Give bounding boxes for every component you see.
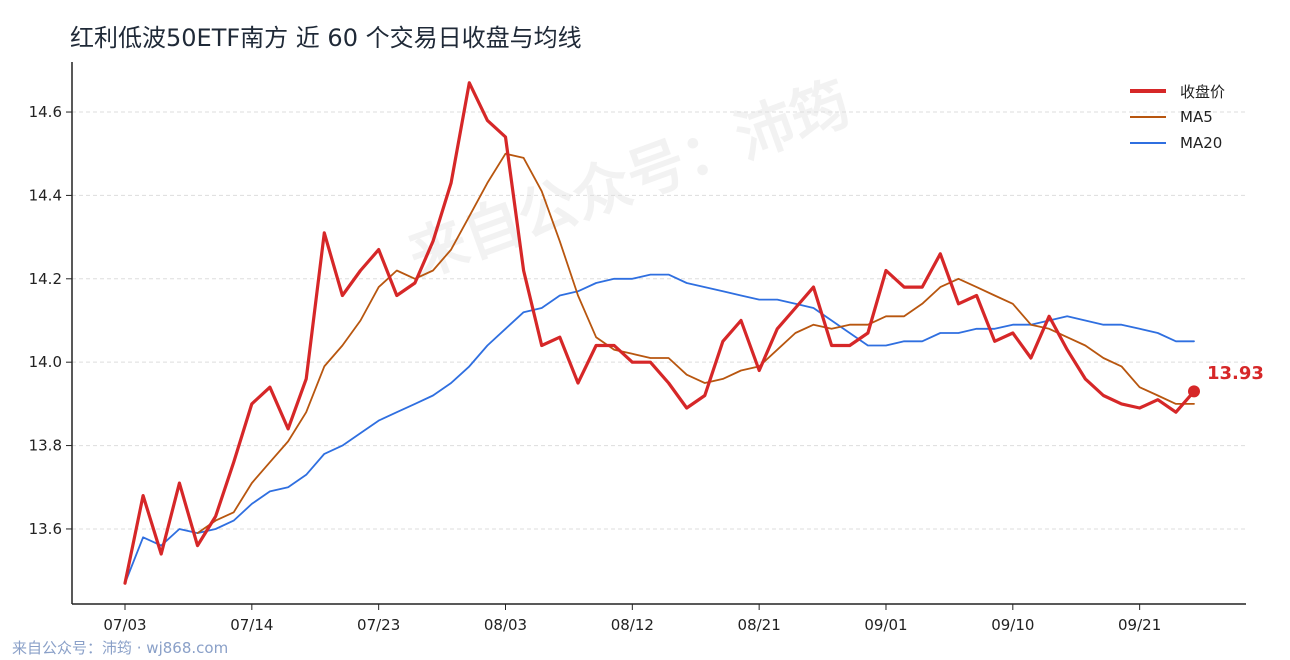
legend-swatch-close xyxy=(1130,89,1166,93)
y-tick-label: 14.0 xyxy=(29,353,62,371)
series-line-ma5 xyxy=(196,152,1195,534)
y-tick-label: 13.8 xyxy=(29,437,62,455)
x-tick-label: 09/21 xyxy=(1118,616,1161,634)
legend-item-ma20: MA20 xyxy=(1130,130,1225,156)
y-tick-label: 13.6 xyxy=(29,520,62,538)
x-tick-label: 08/03 xyxy=(484,616,527,634)
series-line-ma20 xyxy=(124,273,1195,585)
x-tick-label: 09/10 xyxy=(991,616,1034,634)
legend-label-close: 收盘价 xyxy=(1180,82,1226,101)
chart-title: 红利低波50ETF南方 近 60 个交易日收盘与均线 xyxy=(70,24,582,52)
legend-item-ma5: MA5 xyxy=(1130,104,1225,130)
legend: 收盘价 MA5 MA20 xyxy=(1130,78,1225,156)
legend-label-ma20: MA20 xyxy=(1180,134,1223,152)
y-tick-label: 14.6 xyxy=(29,103,62,121)
last-value-label: 13.93 xyxy=(1207,363,1264,384)
footer-credit: 来自公众号：沛筠 · wj868.com xyxy=(12,639,229,657)
legend-swatch-ma20 xyxy=(1130,142,1166,144)
x-tick-label: 07/23 xyxy=(357,616,400,634)
y-tick-label: 14.4 xyxy=(29,186,62,204)
x-tick-label: 09/01 xyxy=(864,616,907,634)
x-tick-label: 07/03 xyxy=(103,616,146,634)
x-tick-label: 08/12 xyxy=(611,616,654,634)
legend-item-close: 收盘价 xyxy=(1130,78,1225,104)
x-tick-label: 07/14 xyxy=(230,616,273,634)
legend-swatch-ma5 xyxy=(1130,116,1166,118)
x-tick-label: 08/21 xyxy=(738,616,781,634)
y-tick-label: 14.2 xyxy=(29,270,62,288)
last-close-marker xyxy=(1188,385,1200,398)
series-line-close xyxy=(123,81,1196,585)
legend-label-ma5: MA5 xyxy=(1180,108,1213,126)
